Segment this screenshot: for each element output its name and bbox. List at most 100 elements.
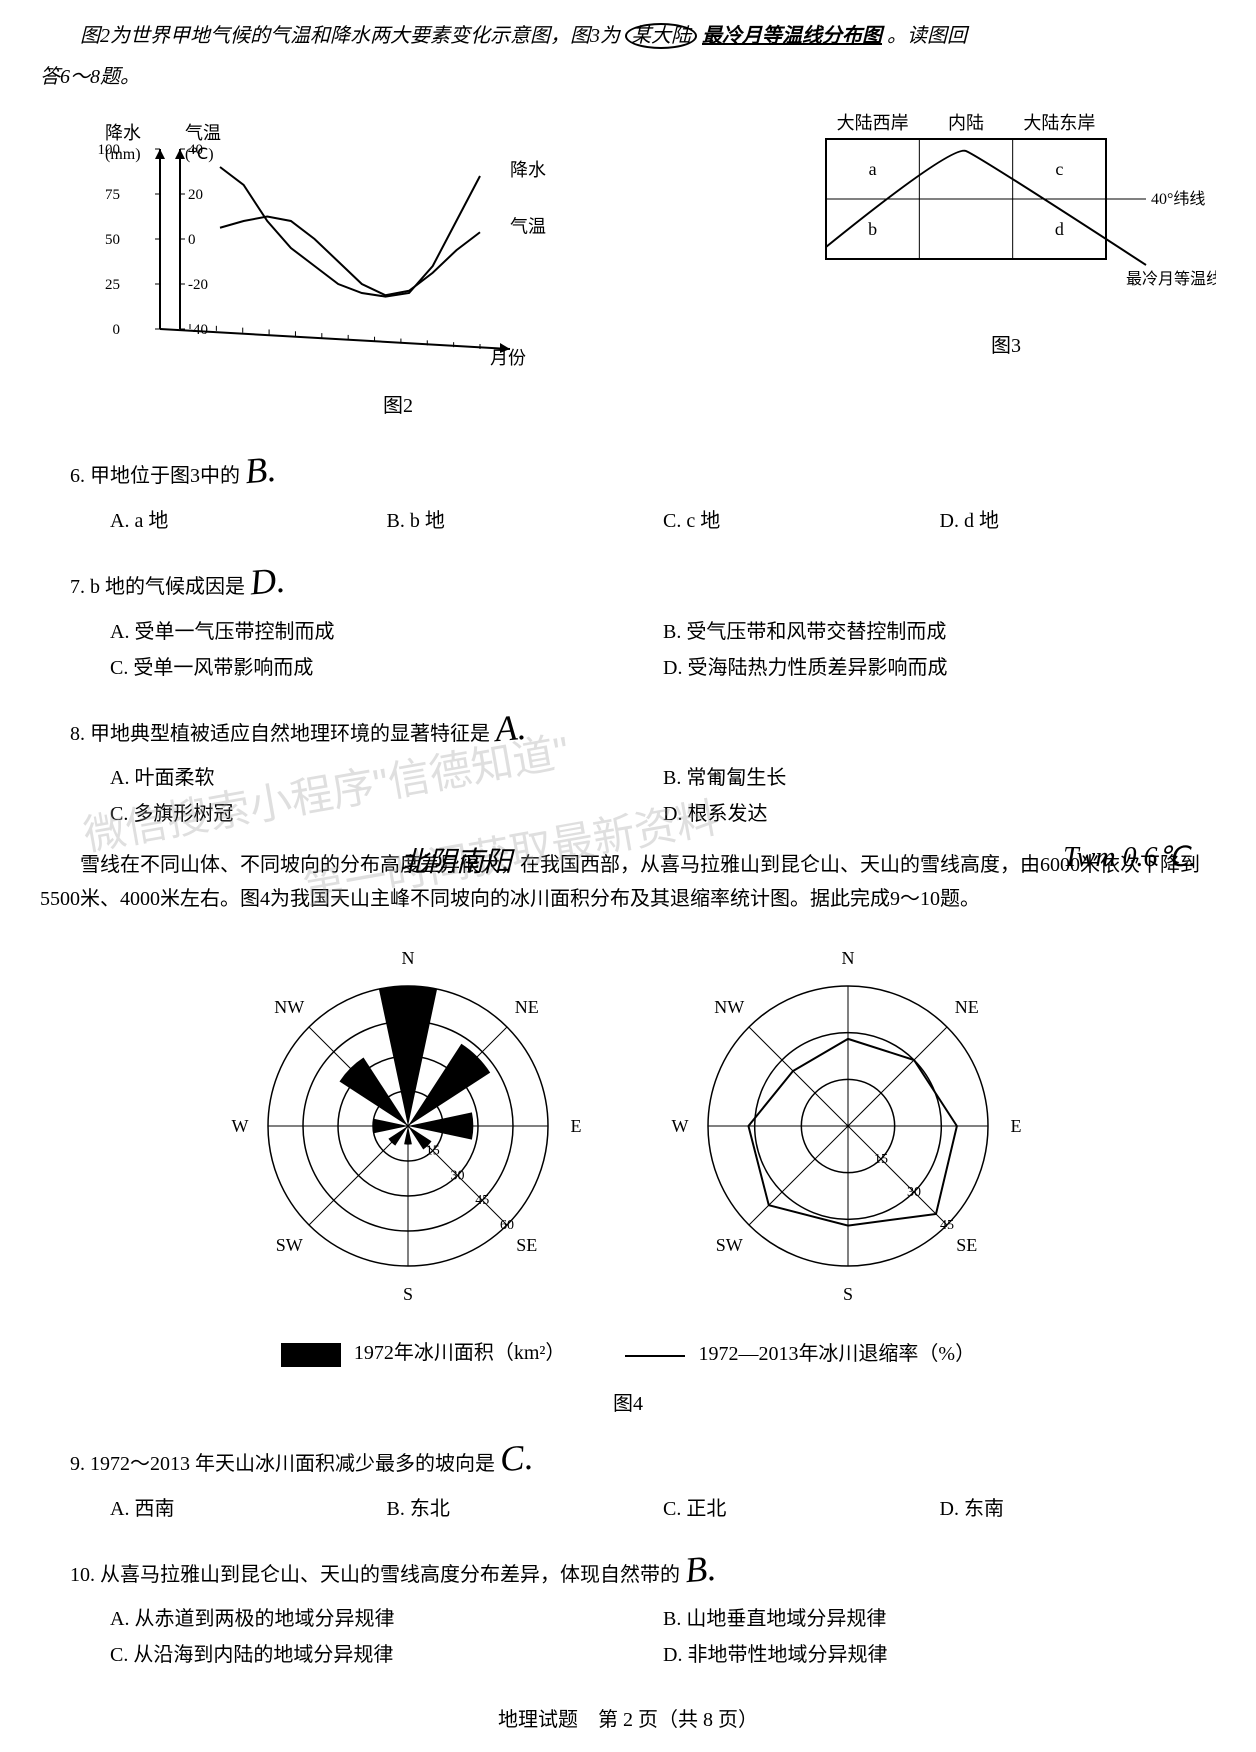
fig3-caption: 图3 bbox=[796, 329, 1216, 358]
svg-text:SE: SE bbox=[516, 1235, 537, 1255]
q6-stem: 6. 甲地位于图3中的 bbox=[70, 465, 240, 487]
q9-answer-hw: C. bbox=[497, 1424, 536, 1491]
svg-text:气温: 气温 bbox=[185, 123, 221, 143]
legend-right: 1972—2013年冰川退缩率（%） bbox=[625, 1337, 975, 1366]
legend-right-text: 1972—2013年冰川退缩率（%） bbox=[698, 1343, 975, 1365]
intro-circled: 某大陆 bbox=[625, 23, 697, 49]
svg-text:最冷月等温线: 最冷月等温线 bbox=[1126, 270, 1216, 288]
svg-text:E: E bbox=[1011, 1116, 1022, 1136]
svg-text:N: N bbox=[402, 948, 415, 968]
svg-text:SW: SW bbox=[716, 1235, 743, 1255]
legend-left: 1972年冰川面积（km²） bbox=[281, 1336, 566, 1366]
svg-text:NW: NW bbox=[274, 998, 304, 1018]
q8-stem: 8. 甲地典型植被适应自然地理环境的显著特征是 bbox=[70, 723, 490, 745]
svg-text:E: E bbox=[571, 1116, 582, 1136]
svg-text:75: 75 bbox=[105, 187, 120, 203]
svg-text:a: a bbox=[869, 159, 877, 179]
fig2-container: 降水(mm)气温(℃)月份0255075100-40-2002040降水气温 图… bbox=[40, 99, 756, 418]
svg-text:40: 40 bbox=[188, 142, 203, 158]
q7-opt-b: B. 受气压带和风带交替控制而成 bbox=[663, 614, 1216, 650]
svg-text:SE: SE bbox=[956, 1235, 977, 1255]
svg-text:25: 25 bbox=[105, 277, 120, 293]
q7-opt-c: C. 受单一风带影响而成 bbox=[110, 650, 663, 686]
q10-opt-a: A. 从赤道到两极的地域分异规律 bbox=[110, 1601, 663, 1637]
q6: 6. 甲地位于图3中的 B. A. a 地 B. b 地 C. c 地 D. d… bbox=[70, 438, 1216, 539]
svg-text:W: W bbox=[672, 1116, 689, 1136]
q8-opt-a: A. 叶面柔软 bbox=[110, 760, 663, 796]
q7-answer-hw: D. bbox=[247, 547, 288, 615]
q6-opt-a: A. a 地 bbox=[110, 503, 387, 539]
intro-line2: 答6～8题。 bbox=[40, 60, 1216, 89]
svg-text:降水: 降水 bbox=[510, 160, 546, 180]
q8-answer-hw: A. bbox=[492, 694, 529, 761]
svg-text:100: 100 bbox=[98, 142, 121, 158]
svg-text:SW: SW bbox=[276, 1235, 303, 1255]
q9-opt-d: D. 东南 bbox=[940, 1491, 1217, 1527]
svg-text:气温: 气温 bbox=[510, 216, 546, 236]
q7-opt-a: A. 受单一气压带控制而成 bbox=[110, 614, 663, 650]
svg-text:40°纬线: 40°纬线 bbox=[1151, 190, 1205, 208]
intro-underlined: 最冷月等温线分布图 bbox=[702, 25, 882, 47]
q10-opt-b: B. 山地垂直地域分异规律 bbox=[663, 1601, 1216, 1637]
figures-row-1: 降水(mm)气温(℃)月份0255075100-40-2002040降水气温 图… bbox=[40, 99, 1216, 418]
svg-text:大陆东岸: 大陆东岸 bbox=[1023, 113, 1095, 133]
svg-text:内陆: 内陆 bbox=[948, 113, 984, 133]
intro-text: 图2为世界甲地气候的气温和降水两大要素变化示意图，图3为 某大陆 最冷月等温线分… bbox=[40, 20, 1216, 52]
svg-text:d: d bbox=[1055, 219, 1064, 239]
q9: 9. 1972～2013 年天山冰川面积减少最多的坡向是 C. A. 西南 B.… bbox=[70, 1426, 1216, 1527]
intro-prefix: 图2为世界甲地气候的气温和降水两大要素变化示意图，图3为 bbox=[80, 25, 620, 47]
svg-text:NE: NE bbox=[955, 998, 979, 1018]
fig3-container: 大陆西岸 内陆 大陆东岸 a b c d 40°纬线最冷月等温线 图3 bbox=[796, 99, 1216, 358]
q8-opt-b: B. 常匍匐生长 bbox=[663, 760, 1216, 796]
q8: 8. 甲地典型植被适应自然地理环境的显著特征是 A. A. 叶面柔软 B. 常匍… bbox=[70, 696, 1216, 833]
svg-text:降水: 降水 bbox=[105, 123, 141, 143]
rose-chart-area: 15304560NNEESESSWWNW bbox=[218, 936, 598, 1316]
page-footer: 地理试题 第 2 页（共 8 页） bbox=[40, 1703, 1216, 1732]
q6-opt-d: D. d 地 bbox=[940, 503, 1217, 539]
rose-chart-rate: 153045NNEESESSWWNW bbox=[658, 936, 1038, 1316]
q9-opt-b: B. 东北 bbox=[387, 1491, 664, 1527]
q10-stem: 10. 从喜马拉雅山到昆仑山、天山的雪线高度分布差异，体现自然带的 bbox=[70, 1564, 680, 1586]
legend-left-text: 1972年冰川面积（km²） bbox=[354, 1342, 566, 1364]
q9-opt-c: C. 正北 bbox=[663, 1491, 940, 1527]
svg-text:月份: 月份 bbox=[490, 348, 526, 368]
svg-text:NW: NW bbox=[714, 998, 744, 1018]
svg-text:c: c bbox=[1055, 159, 1063, 179]
legend-row: 1972年冰川面积（km²） 1972—2013年冰川退缩率（%） bbox=[40, 1336, 1216, 1366]
svg-text:50: 50 bbox=[105, 232, 120, 248]
q8-opt-c: C. 多旗形树冠 bbox=[110, 796, 663, 832]
fig2-chart: 降水(mm)气温(℃)月份0255075100-40-2002040降水气温 bbox=[40, 99, 560, 379]
rose-row: 15304560NNEESESSWWNW 153045NNEESESSWWNW bbox=[40, 936, 1216, 1316]
svg-text:大陆西岸: 大陆西岸 bbox=[837, 113, 909, 133]
q7-stem: 7. b 地的气候成因是 bbox=[70, 576, 245, 598]
fig4-caption: 图4 bbox=[40, 1387, 1216, 1416]
svg-text:S: S bbox=[843, 1284, 853, 1304]
svg-text:-20: -20 bbox=[188, 277, 208, 293]
q10-opt-d: D. 非地带性地域分异规律 bbox=[663, 1637, 1216, 1673]
fig2-caption: 图2 bbox=[40, 389, 756, 418]
q6-answer-hw: B. bbox=[242, 437, 279, 504]
q7-opt-d: D. 受海陆热力性质差异影响而成 bbox=[663, 650, 1216, 686]
q10: 10. 从喜马拉雅山到昆仑山、天山的雪线高度分布差异，体现自然带的 B. A. … bbox=[70, 1537, 1216, 1674]
q9-stem: 9. 1972～2013 年天山冰川面积减少最多的坡向是 bbox=[70, 1453, 495, 1475]
svg-text:0: 0 bbox=[188, 232, 196, 248]
q10-opt-c: C. 从沿海到内陆的地域分异规律 bbox=[110, 1637, 663, 1673]
svg-text:0: 0 bbox=[113, 322, 121, 338]
q6-opt-c: C. c 地 bbox=[663, 503, 940, 539]
hw-annotation-1: 北阴南阳 bbox=[400, 840, 512, 880]
svg-text:N: N bbox=[842, 948, 855, 968]
svg-text:20: 20 bbox=[188, 187, 203, 203]
fig3-diagram: 大陆西岸 内陆 大陆东岸 a b c d 40°纬线最冷月等温线 bbox=[796, 99, 1216, 319]
q6-opt-b: B. b 地 bbox=[387, 503, 664, 539]
svg-text:NE: NE bbox=[515, 998, 539, 1018]
para2: 雪线在不同山体、不同坡向的分布高度差异很大，在我国西部，从喜马拉雅山到昆仑山、天… bbox=[40, 848, 1216, 916]
q7: 7. b 地的气候成因是 D. A. 受单一气压带控制而成 B. 受气压带和风带… bbox=[70, 549, 1216, 686]
q8-opt-d: D. 根系发达 bbox=[663, 796, 1216, 832]
svg-text:-40: -40 bbox=[188, 322, 208, 338]
legend-line-icon bbox=[625, 1355, 685, 1357]
hw-annotation-2: Twm 0.6℃. bbox=[1063, 840, 1196, 874]
svg-text:W: W bbox=[232, 1116, 249, 1136]
q10-answer-hw: B. bbox=[682, 1535, 719, 1602]
svg-text:S: S bbox=[403, 1284, 413, 1304]
svg-text:b: b bbox=[868, 219, 877, 239]
